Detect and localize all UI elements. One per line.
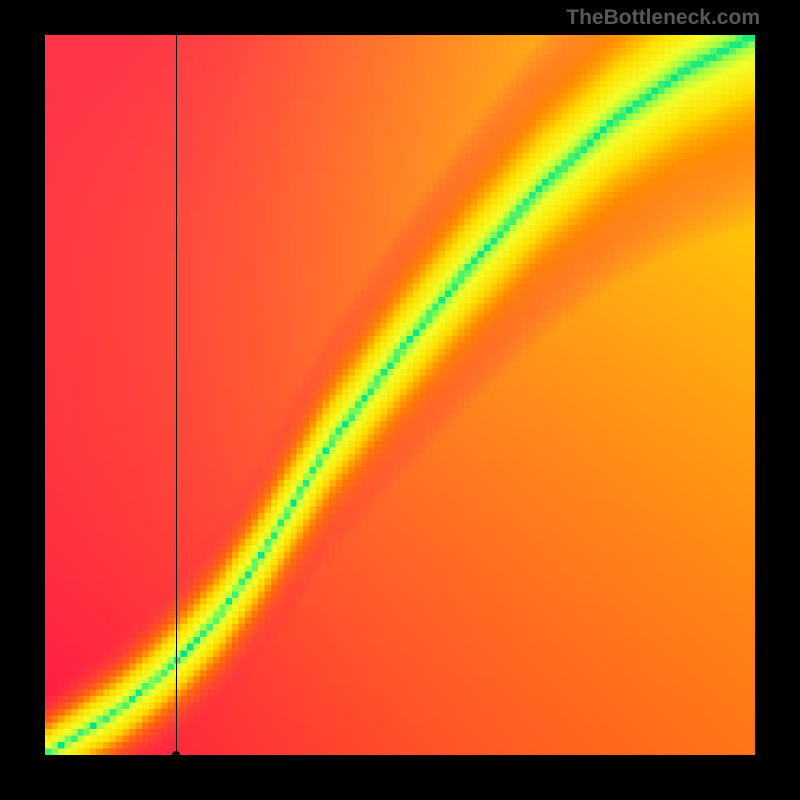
chart-container: TheBottleneck.com (0, 0, 800, 800)
heatmap-plot (45, 35, 755, 755)
marker-dot (172, 751, 180, 759)
watermark-text: TheBottleneck.com (566, 6, 760, 30)
marker-vertical-line (176, 35, 177, 755)
heatmap-canvas (45, 35, 755, 755)
